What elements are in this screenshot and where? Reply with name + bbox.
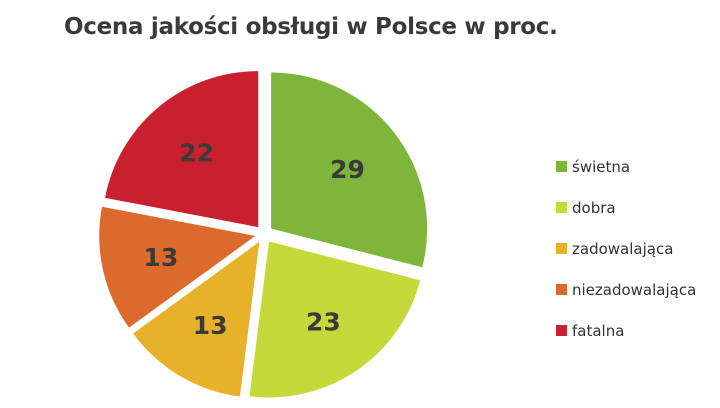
legend-item: zadowalająca — [556, 228, 696, 269]
legend-label: niezadowalająca — [572, 280, 697, 299]
legend: świetna dobra zadowalająca niezadowalająca f… — [556, 146, 696, 351]
data-label-0: 29 — [330, 155, 365, 184]
legend-swatch — [556, 202, 567, 213]
legend-label: fatalna — [572, 321, 625, 340]
pie-slice-2 — [133, 241, 260, 397]
pie-slice-4 — [105, 71, 259, 228]
data-label-4: 22 — [179, 139, 214, 168]
chart-title: Ocena jakości obsługi w Polsce w proc. — [64, 14, 558, 40]
legend-item: niezadowalająca — [556, 269, 696, 310]
legend-item: świetna — [556, 146, 696, 187]
legend-swatch — [556, 243, 567, 254]
pie-slice-1 — [249, 241, 421, 398]
legend-swatch — [556, 284, 567, 295]
legend-label: świetna — [572, 157, 631, 176]
legend-label: zadowalająca — [572, 239, 674, 258]
legend-swatch — [556, 325, 567, 336]
data-label-1: 23 — [306, 307, 341, 336]
legend-item: dobra — [556, 187, 696, 228]
pie-slice-0 — [271, 72, 428, 268]
data-label-2: 13 — [193, 311, 228, 340]
pie-slice-3 — [99, 206, 256, 328]
data-label-3: 13 — [143, 243, 178, 272]
legend-item: fatalna — [556, 310, 696, 351]
legend-label: dobra — [572, 198, 616, 217]
legend-swatch — [556, 161, 567, 172]
